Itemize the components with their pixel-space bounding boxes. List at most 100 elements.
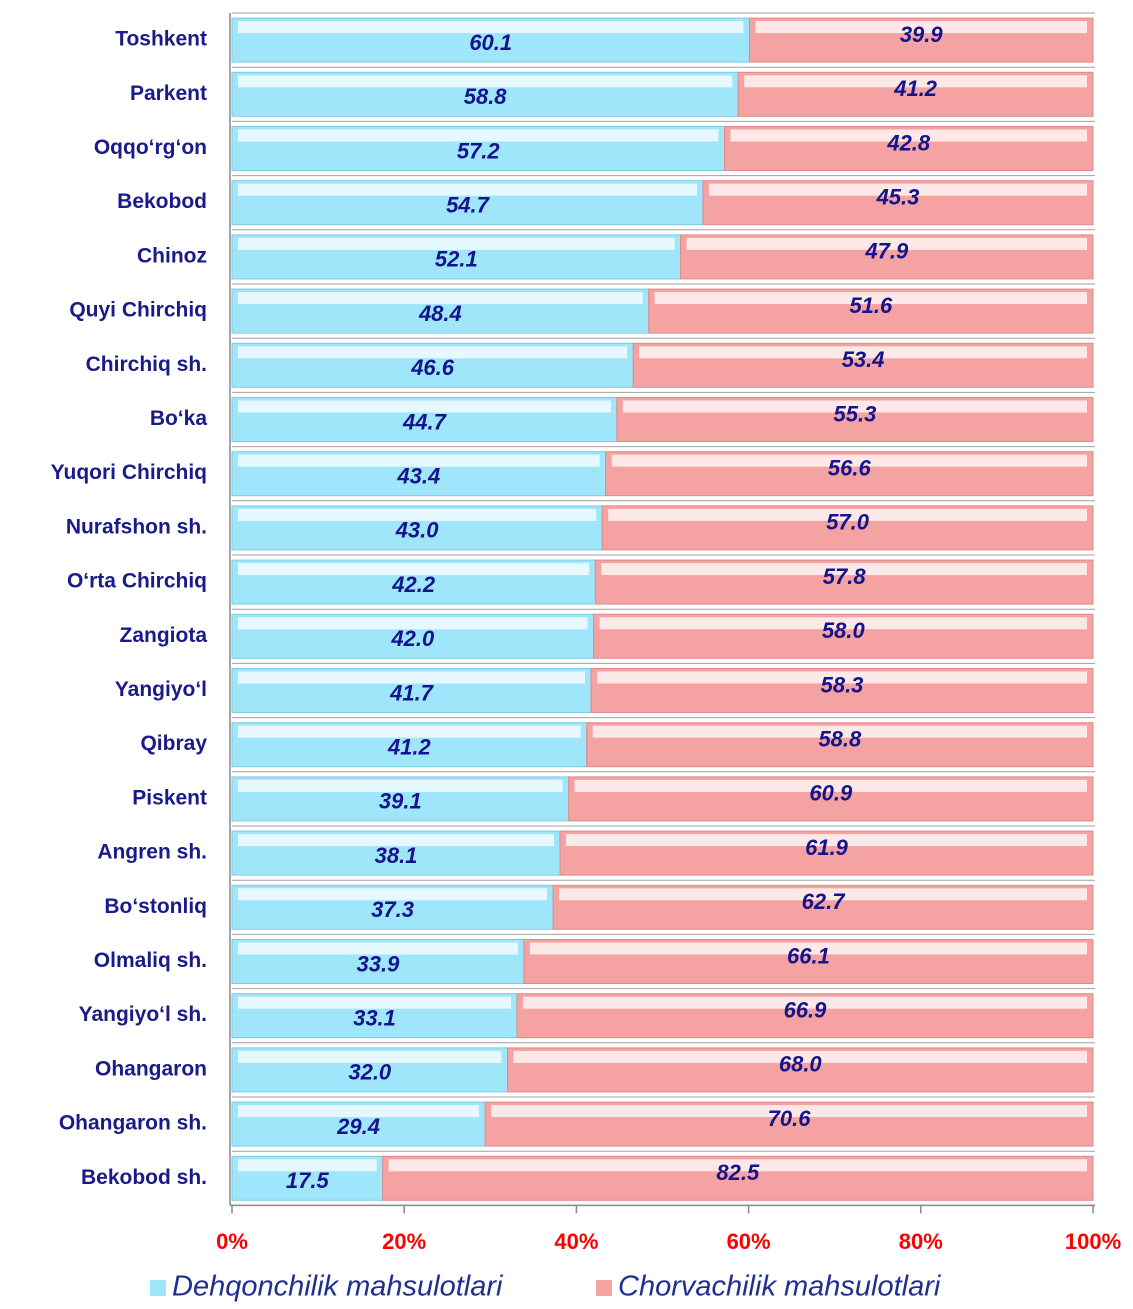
category-label: Olmaliq sh. — [94, 949, 207, 972]
legend-marker — [150, 1280, 166, 1296]
bar-highlight — [238, 563, 590, 576]
bar-highlight — [744, 75, 1087, 88]
category-label: Bo‘ka — [150, 407, 208, 430]
value-label: 58.3 — [821, 672, 864, 697]
value-label: 60.9 — [809, 781, 853, 806]
bar-highlight — [238, 671, 586, 684]
category-label: Toshkent — [115, 28, 207, 51]
value-label: 55.3 — [834, 401, 877, 426]
bar-highlight — [559, 888, 1087, 901]
legend-label: Dehqonchilik mahsulotlari — [172, 1271, 504, 1303]
bar-highlight — [238, 888, 548, 901]
category-label: Bekobod sh. — [81, 1166, 207, 1189]
bar-highlight — [238, 237, 675, 250]
value-label: 56.6 — [828, 456, 872, 481]
x-tick-label: 100% — [1065, 1229, 1121, 1254]
category-label: Piskent — [132, 786, 207, 809]
x-tick-label: 60% — [727, 1229, 771, 1254]
bar-highlight — [238, 292, 643, 305]
bar-highlight — [597, 671, 1087, 684]
value-label: 48.4 — [418, 301, 462, 326]
value-label: 57.0 — [826, 510, 870, 535]
value-label: 41.2 — [387, 735, 432, 760]
value-label: 32.0 — [348, 1060, 392, 1085]
bar-highlight — [599, 617, 1087, 630]
value-label: 82.5 — [716, 1160, 760, 1185]
category-label: Yuqori Chirchiq — [51, 461, 207, 484]
category-label: Yangiyo‘l — [115, 678, 207, 701]
bar-highlight — [238, 779, 563, 792]
category-label: Zangiota — [120, 624, 208, 647]
bar-highlight — [686, 237, 1087, 250]
bar-highlight — [708, 183, 1087, 196]
bar-highlight — [491, 1105, 1087, 1118]
bar-highlight — [639, 346, 1087, 359]
x-tick-label: 80% — [899, 1229, 943, 1254]
category-label: Quyi Chirchiq — [69, 299, 207, 322]
value-label: 46.6 — [410, 355, 455, 380]
value-label: 54.7 — [446, 193, 491, 218]
value-label: 61.9 — [805, 835, 849, 860]
legend-label: Chorvachilik mahsulotlari — [618, 1271, 942, 1303]
value-label: 60.1 — [469, 30, 512, 55]
bar-highlight — [574, 779, 1087, 792]
category-label: Qibray — [140, 732, 207, 755]
category-label: Bo‘stonliq — [104, 895, 207, 918]
value-label: 58.0 — [822, 618, 866, 643]
bar-highlight — [611, 454, 1087, 467]
value-label: 70.6 — [768, 1106, 812, 1131]
category-label: Angren sh. — [97, 841, 207, 864]
bar-highlight — [238, 725, 581, 738]
bar-highlight — [592, 725, 1087, 738]
value-label: 66.9 — [784, 998, 828, 1023]
bar-highlight — [566, 834, 1087, 847]
value-label: 41.2 — [893, 76, 938, 101]
value-label: 38.1 — [375, 843, 418, 868]
bar-highlight — [238, 75, 733, 88]
bar-highlight — [238, 1159, 377, 1172]
bar-highlight — [608, 508, 1087, 521]
value-label: 42.2 — [391, 572, 436, 597]
value-label: 58.8 — [818, 727, 862, 752]
category-label: Bekobod — [117, 190, 207, 213]
value-label: 53.4 — [842, 347, 885, 372]
value-label: 66.1 — [787, 943, 830, 968]
category-label: Chirchiq sh. — [86, 353, 207, 376]
bar-highlight — [238, 508, 597, 521]
value-label: 42.8 — [886, 130, 931, 155]
bar-highlight — [238, 834, 555, 847]
bar-highlight — [238, 454, 600, 467]
value-label: 39.9 — [900, 22, 944, 47]
bar-highlight — [238, 1105, 480, 1118]
category-label: Oqqo‘rg‘on — [94, 136, 207, 159]
bar-highlight — [238, 346, 628, 359]
value-label: 29.4 — [336, 1114, 380, 1139]
bar-highlight — [238, 400, 611, 413]
value-label: 17.5 — [286, 1168, 330, 1193]
x-tick-label: 40% — [554, 1229, 598, 1254]
bar-highlight — [601, 563, 1087, 576]
value-label: 33.1 — [353, 1006, 396, 1031]
legend-marker — [596, 1280, 612, 1296]
value-label: 57.8 — [823, 564, 867, 589]
bar-highlight — [238, 21, 744, 34]
value-label: 68.0 — [779, 1052, 823, 1077]
value-label: 33.9 — [357, 951, 401, 976]
bar-highlight — [522, 996, 1087, 1009]
category-label: Ohangaron — [95, 1057, 207, 1080]
value-label: 57.2 — [457, 138, 501, 163]
bar-highlight — [238, 183, 697, 196]
value-label: 51.6 — [849, 293, 893, 318]
value-label: 39.1 — [379, 789, 422, 814]
x-tick-label: 20% — [382, 1229, 426, 1254]
bar-highlight — [622, 400, 1087, 413]
bar-highlight — [388, 1159, 1087, 1172]
value-label: 42.0 — [390, 626, 435, 651]
bar-highlight — [730, 129, 1087, 142]
value-label: 37.3 — [371, 897, 414, 922]
value-label: 58.8 — [464, 84, 508, 109]
bar-highlight — [238, 617, 588, 630]
category-label: Parkent — [130, 82, 207, 105]
bar-highlight — [513, 1050, 1087, 1063]
